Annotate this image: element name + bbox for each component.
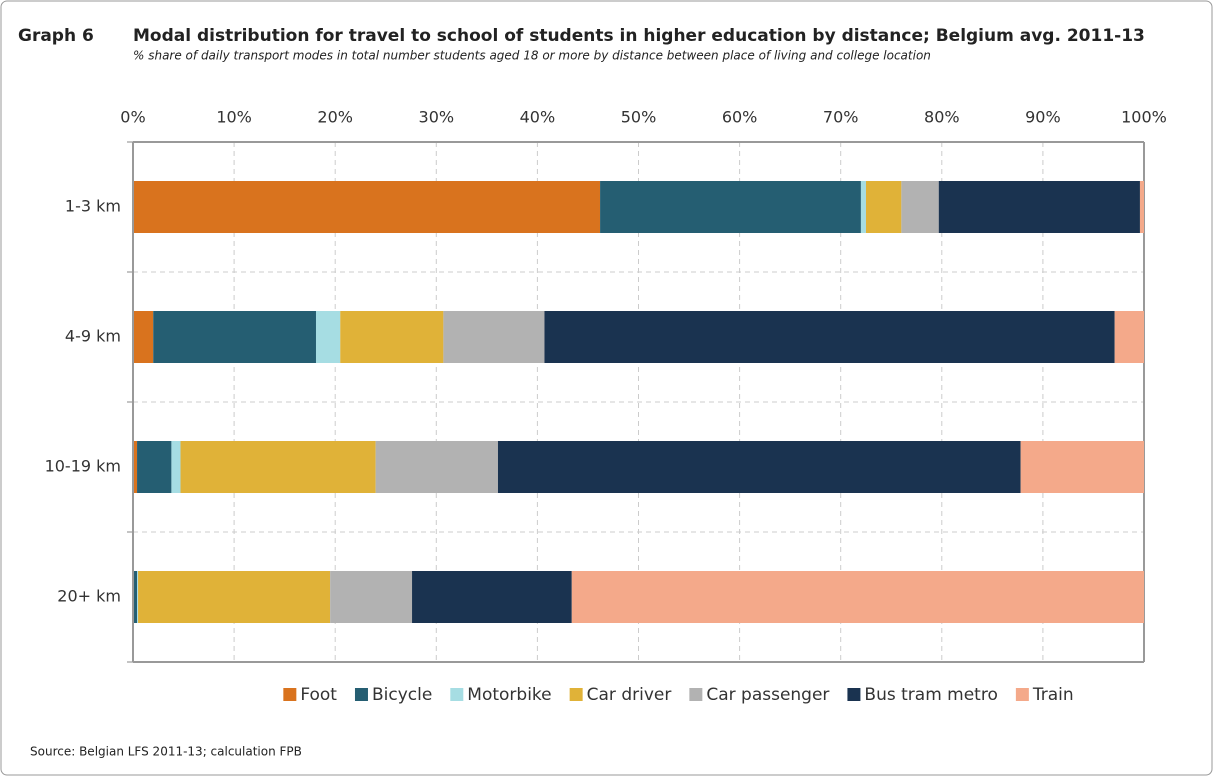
legend-label: Car passenger (706, 685, 829, 705)
bar-segment (443, 311, 545, 363)
bar-segment (865, 181, 902, 233)
legend-swatch (450, 688, 464, 701)
bar-segment (1114, 311, 1144, 363)
bar-segment (412, 571, 572, 623)
bar-segment (133, 311, 154, 363)
chart-subtitle: % share of daily transport modes in tota… (133, 49, 931, 63)
x-tick-label: 20% (317, 108, 353, 127)
graph-label: Graph 6 (18, 26, 94, 46)
category-label: 20+ km (57, 587, 121, 606)
legend-label: Bus tram metro (864, 685, 997, 705)
legend-label: Train (1032, 685, 1074, 705)
x-tick-label: 30% (419, 108, 455, 127)
bar-segment (340, 311, 444, 363)
x-tick-label: 70% (823, 108, 859, 127)
bar-segment (938, 181, 1140, 233)
x-tick-label: 60% (722, 108, 758, 127)
bar-segment (133, 441, 138, 493)
bar-segment (137, 441, 172, 493)
x-tick-label: 40% (520, 108, 556, 127)
chart-title: Modal distribution for travel to school … (133, 26, 1145, 46)
bar-segment (153, 311, 316, 363)
x-tick-label: 80% (924, 108, 960, 127)
bar-segment (544, 311, 1115, 363)
bar-segment (860, 181, 866, 233)
legend-swatch (847, 688, 861, 701)
bar-segment (330, 571, 413, 623)
legend-label: Motorbike (467, 685, 551, 705)
legend-swatch (1015, 688, 1029, 701)
bar-segment (134, 571, 138, 623)
x-tick-label: 0% (120, 108, 145, 127)
x-tick-label: 100% (1121, 108, 1167, 127)
bar-segment (1139, 181, 1144, 233)
legend-swatch (354, 688, 368, 701)
legend-swatch (689, 688, 703, 701)
bar-segment (600, 181, 861, 233)
legend-label: Bicycle (372, 685, 432, 705)
category-label: 10-19 km (45, 457, 121, 476)
category-label: 4-9 km (65, 327, 121, 346)
x-tick-label: 90% (1025, 108, 1061, 127)
bar-segment (180, 441, 376, 493)
bar-segment (315, 311, 341, 363)
bar-segment (375, 441, 498, 493)
legend-swatch (283, 688, 297, 701)
x-tick-label: 10% (216, 108, 252, 127)
bar-segment (171, 441, 181, 493)
legend-label: Car driver (587, 685, 672, 705)
bar-segment (133, 181, 601, 233)
bar-segment (1020, 441, 1144, 493)
x-tick-label: 50% (621, 108, 657, 127)
bar-segment (571, 571, 1144, 623)
bar-segment (901, 181, 939, 233)
legend-label: Foot (300, 685, 337, 705)
bar-segment (497, 441, 1021, 493)
source: Source: Belgian LFS 2011-13; calculation… (30, 745, 302, 759)
legend-swatch (569, 688, 583, 701)
bar-segment (138, 571, 331, 623)
bar-segment (137, 571, 139, 623)
category-label: 1-3 km (65, 197, 121, 216)
